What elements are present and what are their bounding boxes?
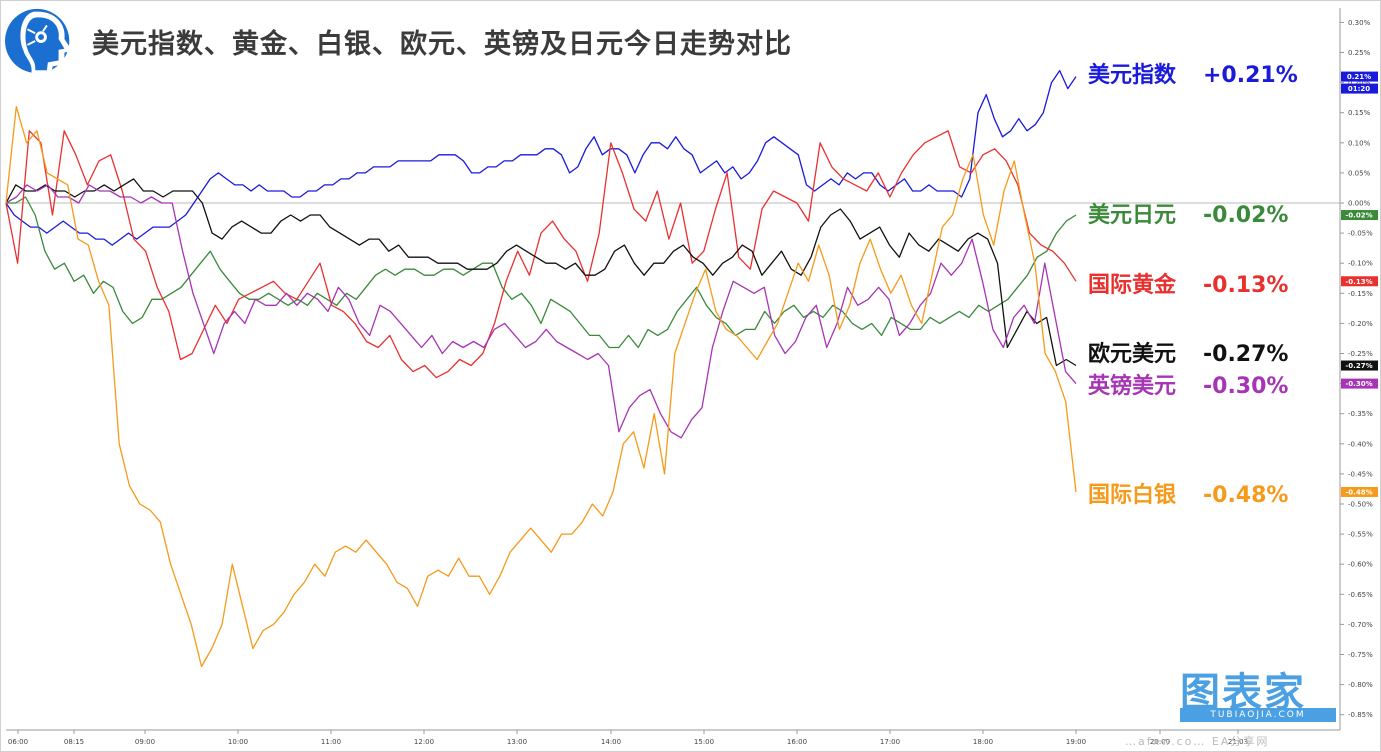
series-tag	[1341, 360, 1378, 371]
x-tick-label: 17:00	[880, 738, 900, 746]
y-tick-label: 0.20%	[1348, 79, 1371, 87]
x-tick-label: 11:00	[321, 738, 341, 746]
series-tag-label: -0.48%	[1345, 488, 1372, 496]
watermark-url: TUBIAOJIA.COM	[1180, 708, 1336, 722]
y-tick-label: -0.60%	[1348, 561, 1373, 569]
time-tag	[1341, 83, 1378, 94]
y-tick-label: 0.15%	[1348, 109, 1371, 117]
y-tick-label: -0.35%	[1348, 410, 1373, 418]
x-tick-label: 06:00	[8, 738, 28, 746]
chart-title: 美元指数、黄金、白银、欧元、英镑及日元今日走势对比	[92, 29, 792, 60]
x-tick-label: 21:03	[1228, 738, 1248, 746]
series-value-label: -0.48%	[1203, 483, 1288, 508]
series-tag	[1341, 486, 1378, 497]
x-tick-label: 20:00	[1150, 738, 1170, 746]
series-value-label: -0.13%	[1203, 273, 1288, 298]
series-tag-label: -0.13%	[1345, 278, 1372, 286]
series-line	[5, 184, 1077, 439]
x-tick-label: 19:00	[1066, 738, 1086, 746]
series-tag-label: -0.27%	[1345, 362, 1372, 370]
series-tag	[1341, 276, 1378, 287]
y-tick-label: 0.00%	[1348, 200, 1371, 208]
series-value-label: +0.21%	[1203, 63, 1298, 88]
series-tag	[1341, 71, 1378, 82]
y-tick-label: -0.20%	[1348, 320, 1373, 328]
series-value-label: -0.02%	[1203, 203, 1288, 228]
y-tick-label: -0.75%	[1348, 651, 1373, 659]
y-tick-label: -0.55%	[1348, 531, 1373, 539]
y-tick-label: -0.15%	[1348, 290, 1373, 298]
series-name-label: 美元指数	[1088, 62, 1177, 88]
y-tick-label: -0.85%	[1348, 711, 1373, 719]
x-tick-label: 14:00	[601, 738, 621, 746]
time-tag-label: 01:20	[1348, 85, 1370, 93]
series-name-label: 英镑美元	[1088, 373, 1176, 399]
series-line	[5, 106, 1077, 668]
series-tag-label: -0.02%	[1345, 212, 1372, 220]
series-tag-label: 0.21%	[1347, 73, 1371, 81]
watermark-tail: …afxw.co… EA分享网	[1125, 735, 1270, 748]
series-value-label: -0.27%	[1203, 342, 1288, 367]
series-value-label: -0.30%	[1203, 374, 1288, 399]
x-tick-label: 15:00	[694, 738, 714, 746]
x-tick-label: 08:15	[64, 738, 84, 746]
y-tick-label: -0.70%	[1348, 621, 1373, 629]
y-tick-label: 0.05%	[1348, 169, 1371, 177]
series-name-label: 美元日元	[1088, 202, 1176, 228]
x-tick-label: 09:00	[135, 738, 155, 746]
y-tick-label: -0.65%	[1348, 591, 1373, 599]
y-tick-label: 0.25%	[1348, 49, 1371, 57]
y-tick-label: -0.50%	[1348, 501, 1373, 509]
x-tick-label: 13:00	[507, 738, 527, 746]
series-name-label: 国际白银	[1088, 482, 1177, 508]
y-tick-label: -0.80%	[1348, 681, 1373, 689]
y-tick-label: -0.10%	[1348, 260, 1373, 268]
series-name-label: 欧元美元	[1088, 341, 1176, 367]
logo-head-icon	[5, 8, 73, 75]
series-line	[5, 178, 1077, 367]
series-tag	[1341, 210, 1378, 221]
series-name-label: 国际黄金	[1088, 272, 1177, 298]
x-tick-label: 16:00	[787, 738, 807, 746]
y-tick-label: -0.40%	[1348, 440, 1373, 448]
x-tick-label: 18:00	[973, 738, 993, 746]
series-line	[6, 196, 1077, 349]
x-tick-label: 10:00	[228, 738, 248, 746]
y-tick-label: -0.25%	[1348, 350, 1373, 358]
y-tick-label: -0.45%	[1348, 470, 1373, 478]
series-line	[5, 69, 1077, 246]
series-tag	[1341, 378, 1378, 389]
series-tag-label: -0.30%	[1345, 380, 1372, 388]
x-tick-label: 12:00	[414, 738, 434, 746]
y-tick-label: 0.30%	[1348, 19, 1371, 27]
series-line	[5, 130, 1077, 379]
y-tick-label: 0.10%	[1348, 139, 1371, 147]
y-tick-label: -0.05%	[1348, 230, 1373, 238]
